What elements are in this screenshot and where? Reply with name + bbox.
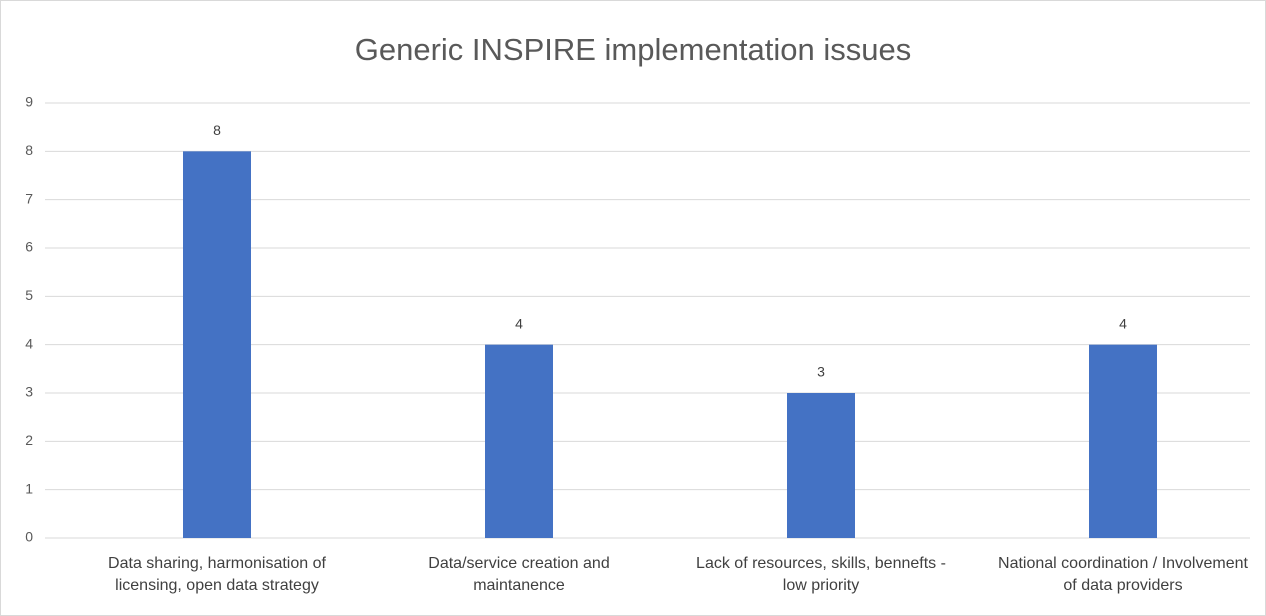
y-tick-label: 6	[25, 239, 33, 255]
y-tick-label: 8	[25, 142, 33, 158]
chart-title: Generic INSPIRE implementation issues	[355, 32, 912, 67]
x-tick-label: Lack of resources, skills, bennefts - lo…	[696, 555, 946, 594]
x-tick-label: National coordination / Involvement of d…	[998, 555, 1248, 594]
y-tick-label: 0	[25, 529, 33, 545]
data-label: 8	[213, 122, 221, 138]
data-label: 4	[1119, 315, 1127, 331]
y-tick-label: 5	[25, 287, 33, 303]
y-tick-label: 1	[25, 480, 33, 496]
bar	[183, 151, 251, 539]
bar	[485, 344, 553, 538]
y-tick-label: 2	[25, 432, 33, 448]
x-tick-label: Data sharing, harmonisation of licensing…	[108, 555, 326, 594]
y-tick-label: 9	[25, 94, 33, 110]
x-tick-label: Data/service creation and maintanence	[428, 555, 610, 594]
bar	[787, 393, 855, 538]
data-label: 4	[515, 315, 523, 331]
data-label: 3	[817, 364, 825, 380]
bar	[1089, 344, 1157, 538]
y-tick-label: 7	[25, 190, 33, 206]
y-tick-label: 3	[25, 384, 33, 400]
y-tick-label: 4	[25, 335, 33, 351]
